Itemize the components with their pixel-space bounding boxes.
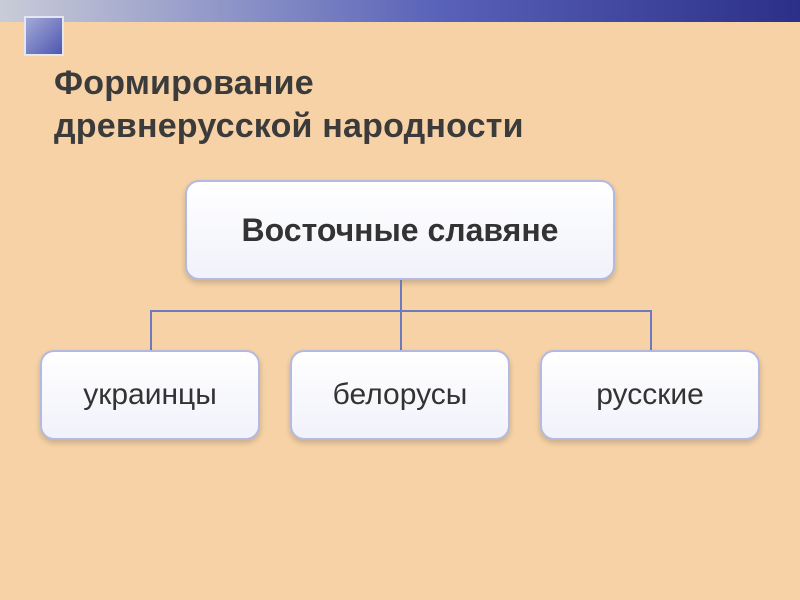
connector-vertical-child-2 [400, 310, 402, 350]
page-title: Формирование древнерусской народности [54, 62, 524, 147]
top-gradient-bar [0, 0, 800, 22]
accent-square [24, 16, 64, 56]
child-node-2-label: белорусы [333, 378, 468, 412]
connector-vertical-root [400, 280, 402, 310]
connector-vertical-child-3 [650, 310, 652, 350]
root-node: Восточные славяне [185, 180, 615, 280]
slide: Формирование древнерусской народности Во… [0, 0, 800, 600]
child-node-3-label: русские [596, 378, 704, 412]
title-line-2: древнерусской народности [54, 105, 524, 148]
connector-vertical-child-1 [150, 310, 152, 350]
child-node-3: русские [540, 350, 760, 440]
child-node-1: украинцы [40, 350, 260, 440]
child-node-1-label: украинцы [83, 378, 217, 412]
title-line-1: Формирование [54, 62, 524, 105]
child-node-2: белорусы [290, 350, 510, 440]
root-node-label: Восточные славяне [242, 212, 559, 249]
